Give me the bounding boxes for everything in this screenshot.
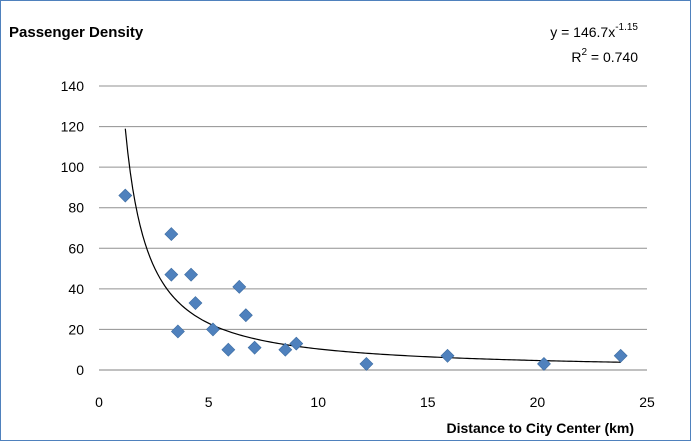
data-point [206, 322, 220, 337]
y-tick-label: 60 [68, 240, 84, 256]
r2-label: R [571, 49, 581, 65]
data-point [221, 342, 236, 357]
data-point [537, 356, 551, 371]
x-tick-labels: 0 5 10 15 20 25 [95, 394, 655, 410]
chart-title: Passenger Density [9, 24, 144, 41]
data-point [238, 308, 253, 323]
equation-prefix: y = 146.7x [550, 24, 615, 40]
y-tick-label: 20 [68, 321, 84, 337]
x-tick-label: 10 [310, 394, 326, 410]
power-trendline [124, 128, 621, 363]
x-tick-label: 15 [420, 394, 436, 410]
x-axis-label: Distance to City Center (km) [447, 420, 634, 436]
x-tick-label: 5 [205, 394, 213, 410]
x-tick-label: 25 [639, 394, 655, 410]
data-point [184, 267, 198, 282]
r2-value: = 0.740 [587, 49, 638, 65]
data-point [118, 188, 133, 203]
data-point [247, 340, 262, 355]
y-tick-label: 140 [61, 78, 85, 94]
y-tick-label: 80 [68, 200, 84, 216]
y-tick-label: 100 [61, 159, 85, 175]
data-point [613, 348, 628, 363]
data-point [232, 279, 247, 294]
data-point [164, 227, 179, 242]
gridlines [99, 85, 647, 371]
data-point [188, 296, 203, 310]
y-tick-labels: 0 20 40 60 80 100 120 140 [61, 78, 85, 378]
data-point [359, 356, 374, 371]
y-tick-label: 120 [61, 119, 85, 135]
data-point [440, 348, 455, 363]
data-point [170, 324, 185, 339]
x-tick-label: 0 [95, 394, 103, 410]
trendline-equation: y = 146.7x-1.15 [550, 22, 638, 40]
data-points [118, 188, 628, 371]
y-tick-label: 0 [76, 362, 84, 378]
data-point [278, 342, 293, 357]
equation-exponent: -1.15 [615, 22, 638, 33]
r-squared: R2 = 0.740 [571, 47, 638, 65]
x-tick-label: 20 [530, 394, 546, 410]
r2-sup: 2 [581, 47, 587, 58]
data-point [289, 336, 304, 351]
y-tick-label: 40 [68, 281, 84, 297]
data-point [164, 267, 179, 282]
